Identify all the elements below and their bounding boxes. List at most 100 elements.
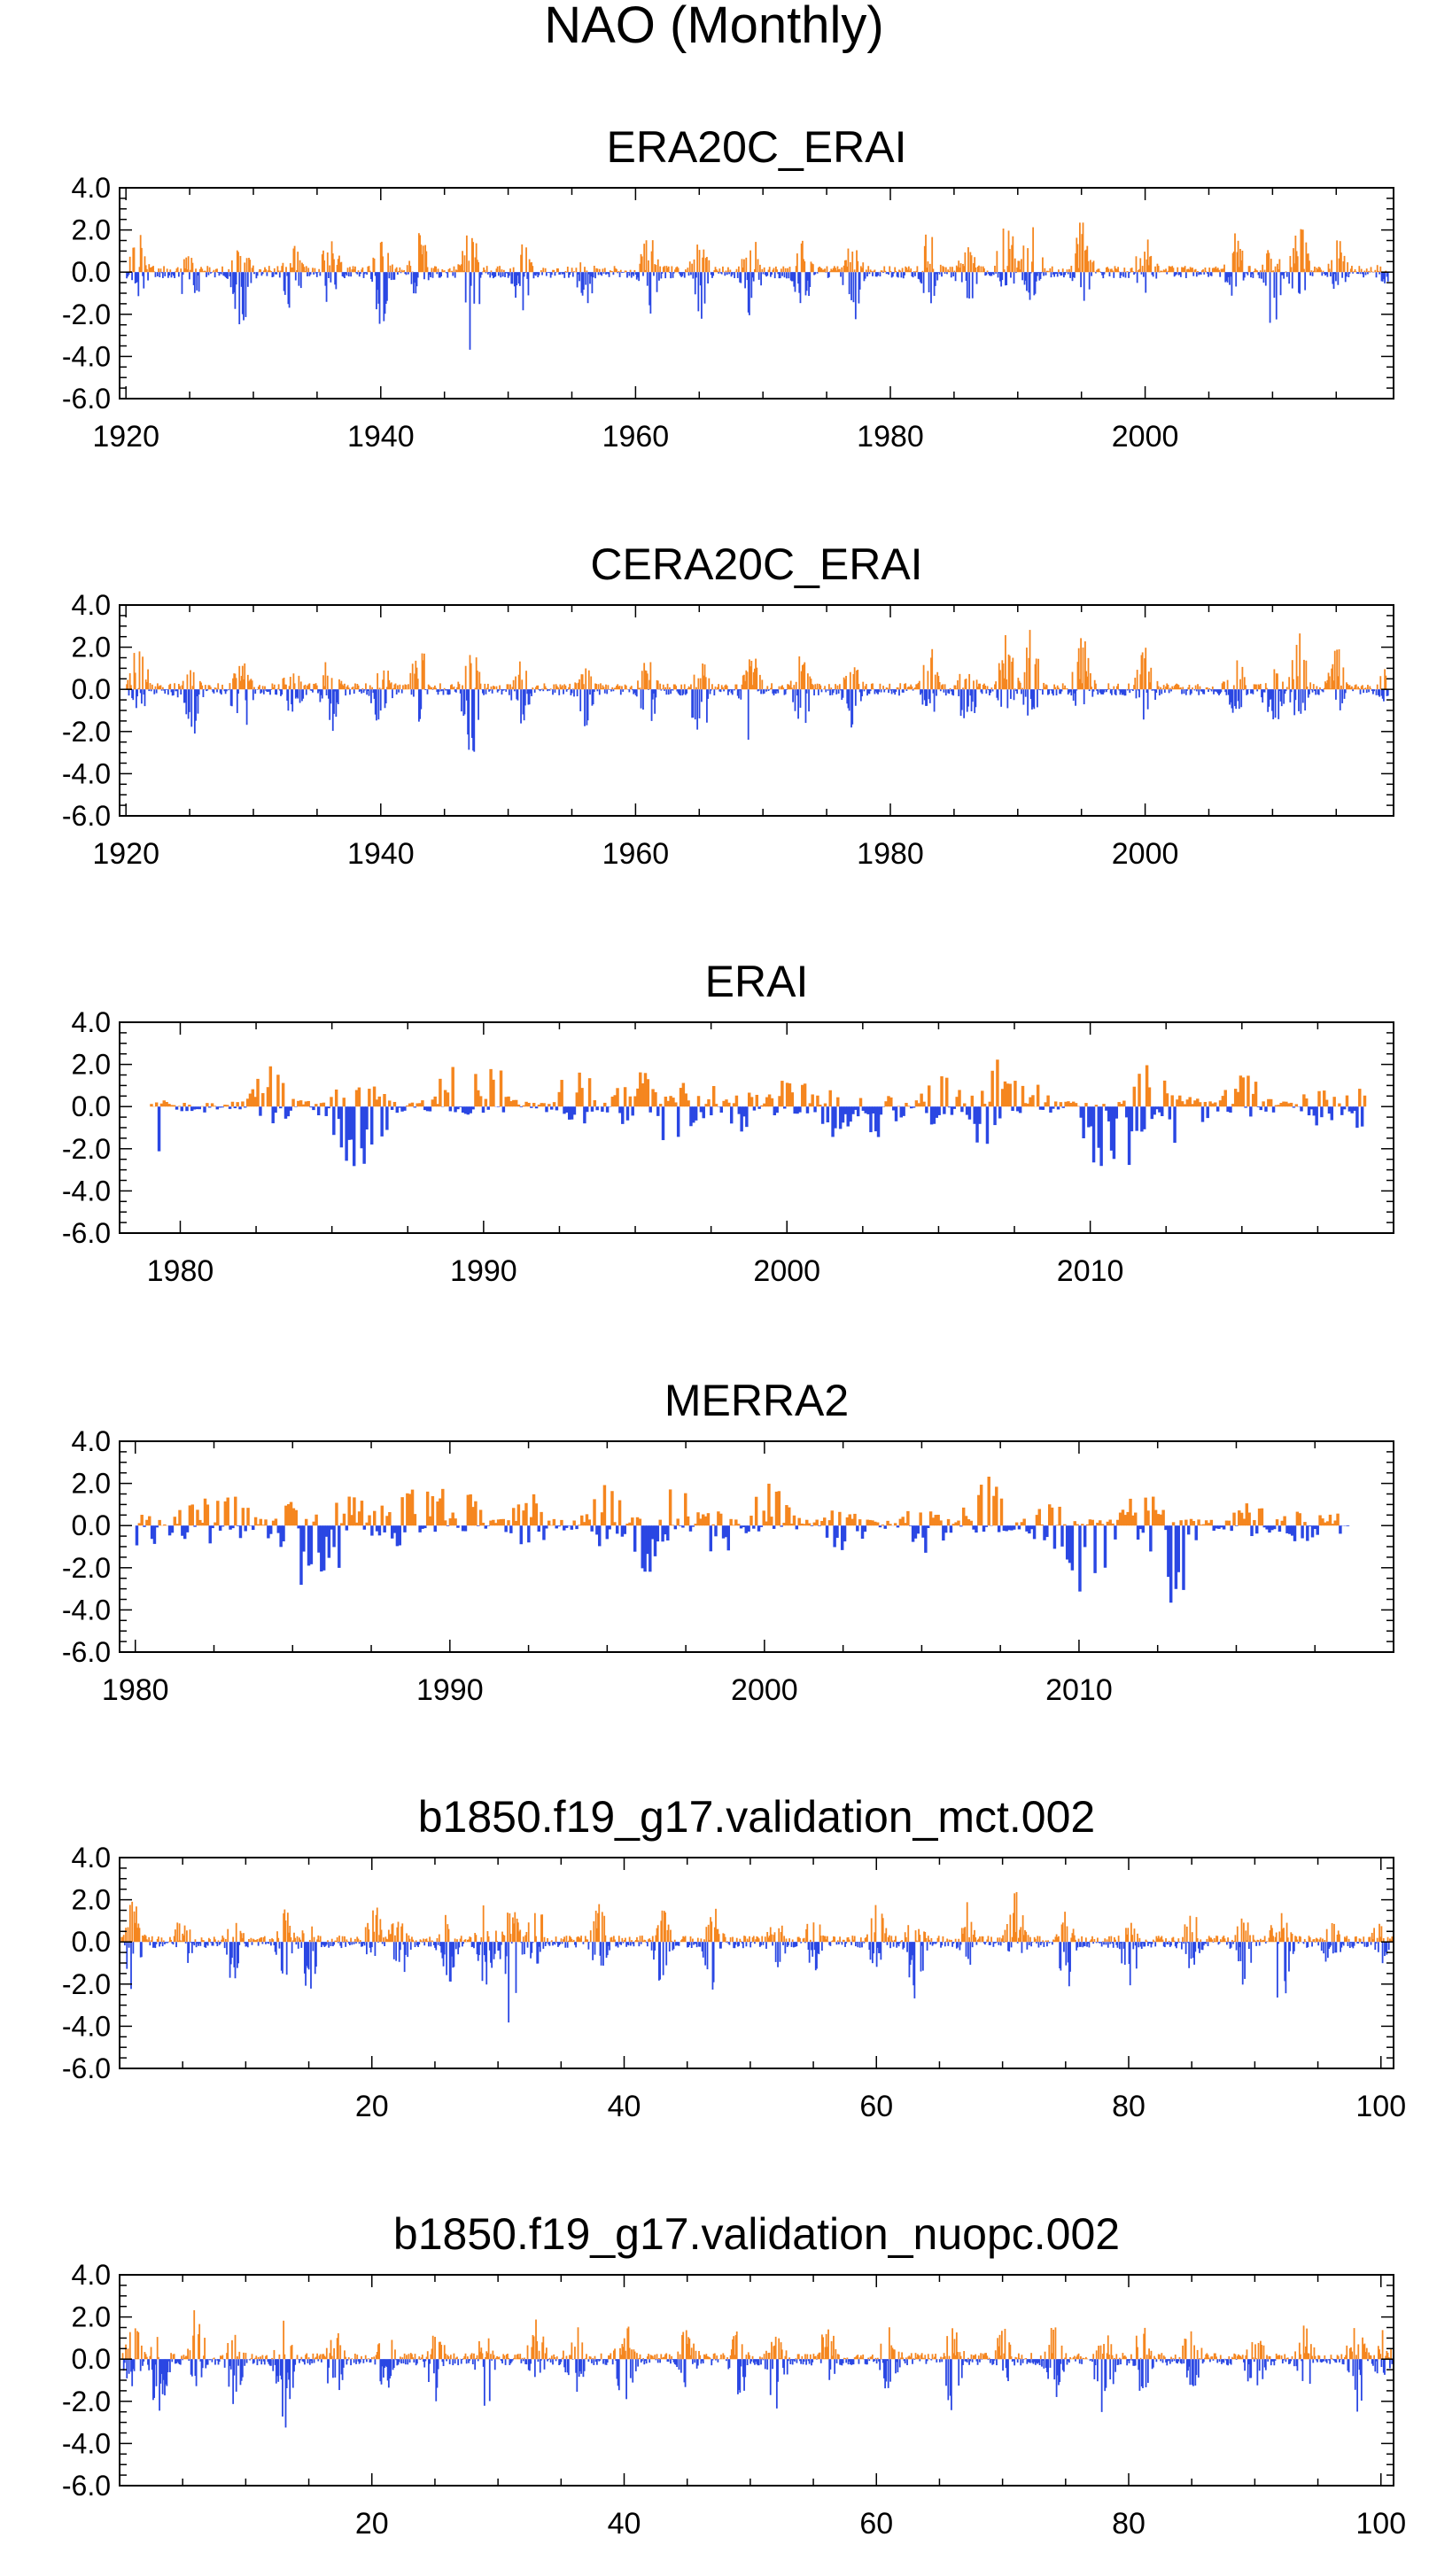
bar — [1052, 1525, 1057, 1549]
bar — [970, 255, 973, 273]
bar — [643, 663, 646, 690]
bar — [229, 1525, 232, 1530]
bar — [159, 272, 161, 278]
bar — [362, 1942, 365, 1944]
bar — [128, 256, 131, 273]
bar — [1107, 267, 1108, 273]
bar — [1107, 683, 1110, 690]
bar — [1027, 248, 1029, 273]
bar — [1316, 268, 1319, 273]
bar — [245, 689, 247, 701]
bar — [852, 272, 855, 303]
bar — [1230, 1942, 1232, 1948]
bar — [784, 268, 787, 273]
bar — [1092, 260, 1095, 273]
bar — [278, 1942, 281, 1949]
bar — [969, 689, 972, 696]
bar — [1234, 233, 1236, 273]
bar — [654, 1942, 656, 1951]
bar — [591, 272, 594, 294]
bar — [985, 1106, 990, 1144]
bar — [1037, 1942, 1040, 1948]
bar — [757, 1936, 759, 1943]
bar — [1300, 1106, 1303, 1112]
bar — [499, 1942, 501, 1959]
bar — [244, 663, 246, 690]
bar — [544, 686, 547, 690]
bar — [1176, 683, 1177, 690]
bar — [1006, 679, 1008, 690]
bar — [721, 1525, 726, 1539]
bar — [925, 234, 927, 273]
bar — [896, 687, 898, 690]
bar — [767, 1483, 771, 1526]
bar — [1344, 272, 1347, 283]
bar — [623, 272, 625, 273]
bar — [361, 1942, 362, 1947]
bar — [1242, 272, 1245, 281]
bar — [841, 1106, 845, 1123]
bar — [479, 683, 482, 690]
bar — [1116, 1942, 1119, 1948]
bar — [959, 1942, 962, 1945]
bar — [389, 1934, 391, 1943]
bar — [1237, 689, 1239, 702]
bar — [1068, 1942, 1070, 1987]
bar — [542, 689, 545, 692]
bar — [409, 1942, 412, 1950]
bar — [1324, 1522, 1327, 1526]
bar — [794, 1942, 796, 1947]
bar — [1058, 1506, 1061, 1526]
bar — [336, 265, 338, 273]
bar — [559, 1942, 562, 1944]
bar — [854, 1106, 858, 1110]
bar — [970, 689, 973, 712]
bar — [1376, 265, 1379, 273]
bar — [240, 272, 243, 287]
bar — [943, 1106, 946, 1114]
bar — [518, 272, 521, 286]
bar — [970, 1921, 973, 1943]
bar — [501, 689, 503, 695]
bar — [1213, 268, 1215, 273]
bar — [732, 1103, 736, 1107]
bar — [253, 687, 255, 690]
bar — [459, 1106, 462, 1107]
bar — [875, 1942, 878, 1967]
bar — [331, 689, 334, 732]
bar — [485, 687, 488, 690]
bar — [176, 1922, 179, 1943]
bar — [502, 1935, 505, 1943]
bar — [829, 271, 831, 273]
bar — [807, 1523, 812, 1526]
bar — [648, 689, 649, 690]
bar — [239, 680, 242, 690]
bar — [283, 272, 285, 291]
bar — [1122, 1942, 1125, 1949]
bar — [1193, 269, 1196, 273]
bar — [224, 272, 227, 277]
bar — [1305, 1941, 1307, 1943]
bar — [658, 1104, 663, 1107]
bar — [218, 1525, 222, 1531]
bar — [1332, 1097, 1336, 1107]
bar — [1192, 272, 1195, 276]
bar — [1252, 272, 1254, 278]
bar — [1006, 266, 1009, 273]
bar — [493, 1942, 495, 1959]
bar — [1307, 253, 1309, 273]
bar — [249, 260, 252, 273]
bar — [1377, 1942, 1379, 1952]
bar — [929, 1942, 932, 1945]
bar — [670, 689, 672, 694]
bar — [710, 272, 712, 275]
bar — [937, 272, 940, 273]
bar — [127, 1927, 129, 1943]
bar — [848, 1939, 850, 1943]
bar — [650, 1942, 653, 1951]
bar — [1054, 1936, 1057, 1943]
bar — [1112, 270, 1114, 273]
bar — [626, 1942, 629, 1945]
bar — [709, 1525, 713, 1552]
bar — [1110, 1936, 1113, 1943]
